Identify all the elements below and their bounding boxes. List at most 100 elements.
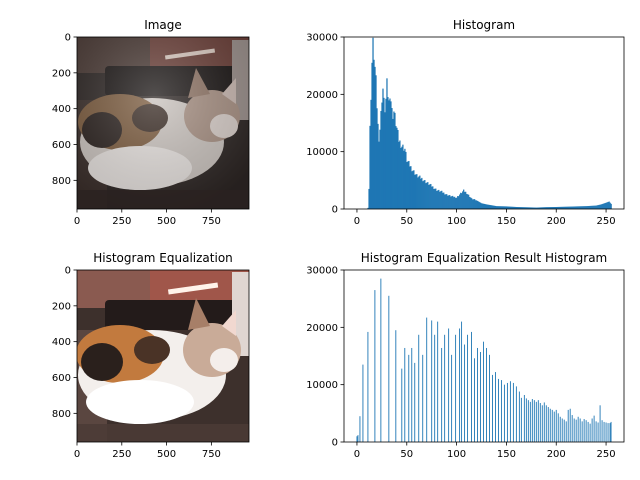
histogram-bar xyxy=(439,191,441,209)
histogram-bar xyxy=(371,62,373,209)
histogram-bar xyxy=(489,205,492,209)
histogram-bar xyxy=(373,59,375,210)
histogram-bar xyxy=(434,188,436,209)
histogram-bar xyxy=(376,108,378,209)
subplot-equalized-image: Histogram Equalization 0 250 500 750 0 200 400… xyxy=(52,251,250,460)
histogram-bar xyxy=(368,188,370,209)
histogram-bar xyxy=(527,207,530,209)
x-tick-label: 250 xyxy=(112,216,131,227)
histogram-bar xyxy=(441,190,443,209)
histogram-bar xyxy=(534,207,537,209)
histogram-bars xyxy=(367,37,612,210)
x-tick-label: 0 xyxy=(74,449,80,460)
histogram-bar xyxy=(400,147,402,209)
histogram-bar xyxy=(587,206,589,209)
histogram-bar xyxy=(359,416,361,442)
histogram-bar xyxy=(486,204,489,209)
histogram-bar xyxy=(412,170,414,209)
histogram-bar xyxy=(515,206,518,209)
histogram-bar xyxy=(524,207,527,209)
histogram-bar xyxy=(535,401,537,442)
y-tick-label: 0 xyxy=(65,266,71,277)
histogram-bar xyxy=(391,108,393,209)
histogram-bar xyxy=(593,205,595,209)
histogram-bar xyxy=(602,203,604,209)
x-tick-label: 100 xyxy=(447,216,466,227)
histogram-bar xyxy=(581,421,583,442)
y-tick-label: 0 xyxy=(332,438,338,449)
histogram-bar xyxy=(451,354,453,442)
histogram-bar xyxy=(387,97,389,209)
histogram-bar xyxy=(589,205,591,209)
y-tick-label: 200 xyxy=(52,68,71,79)
histogram-bar xyxy=(505,206,508,209)
x-tick-label: 200 xyxy=(547,449,566,460)
histogram-bar xyxy=(582,206,584,209)
histogram-bar xyxy=(516,207,519,209)
x-tick-label: 0 xyxy=(354,216,360,227)
histogram-bar xyxy=(510,206,513,209)
histogram-bar xyxy=(533,207,536,209)
histogram-bar xyxy=(533,400,535,442)
histogram-bar xyxy=(485,204,488,209)
histogram-bar xyxy=(479,202,481,209)
histogram-bar xyxy=(603,203,605,209)
subplot-histogram: Histogram 0 50 100 150 200 250 0 10000 20000 3000… xyxy=(306,18,625,227)
histogram-bar xyxy=(563,206,565,209)
histogram-bar xyxy=(419,175,421,209)
histogram-bar xyxy=(504,206,507,209)
histogram-bar xyxy=(447,195,449,209)
subplot-image-frame xyxy=(76,36,250,210)
histogram-bar xyxy=(467,194,469,209)
histogram-bar xyxy=(567,409,569,442)
histogram-bar xyxy=(564,206,566,209)
histogram-bar xyxy=(525,398,527,442)
histogram-bar xyxy=(434,334,436,442)
histogram-bar xyxy=(507,206,510,209)
y-tick-label: 0 xyxy=(332,205,338,216)
histogram-bar xyxy=(435,188,437,209)
histogram-bar xyxy=(406,162,408,209)
histogram-bar xyxy=(394,112,396,209)
histogram-bar xyxy=(526,207,529,209)
subplot-equalized-histogram-title: Histogram Equalization Result Histogram xyxy=(361,251,608,265)
histogram-bar xyxy=(609,202,611,209)
histogram-bar xyxy=(408,354,410,442)
histogram-bar xyxy=(396,127,398,209)
histogram-bar xyxy=(408,160,410,209)
subplot-image-title: Image xyxy=(144,18,182,32)
histogram-bar xyxy=(467,334,469,442)
y-tick-label: 10000 xyxy=(306,147,338,158)
histogram-bar xyxy=(370,99,372,209)
histogram-bar xyxy=(513,206,516,209)
histogram-bar xyxy=(424,180,426,209)
histogram-bar xyxy=(570,206,572,209)
histogram-bar xyxy=(598,204,600,209)
histogram-bar xyxy=(473,199,475,209)
histogram-bar xyxy=(588,205,590,209)
y-tick-label: 800 xyxy=(52,409,71,420)
histogram-bar xyxy=(362,364,364,442)
histogram-bar xyxy=(587,421,589,442)
histogram-bar xyxy=(375,75,377,209)
histogram-bar xyxy=(583,206,585,209)
histogram-bar xyxy=(520,397,522,442)
histogram-bar xyxy=(547,407,549,442)
histogram-bar xyxy=(401,368,403,442)
histogram-bar xyxy=(594,205,596,209)
histogram-bar xyxy=(566,206,568,209)
histogram-bar xyxy=(555,409,557,442)
histogram-bar xyxy=(572,206,574,209)
histogram-bar xyxy=(599,405,601,442)
histogram-bar xyxy=(562,206,564,209)
histogram-bar xyxy=(477,200,479,209)
histogram-bar xyxy=(529,207,532,209)
subplot-equalized-histogram-frame xyxy=(343,269,625,443)
x-tick-label: 50 xyxy=(400,216,413,227)
histogram-bar xyxy=(378,141,380,209)
histogram-bar xyxy=(571,415,573,442)
histogram-bar xyxy=(500,380,502,442)
histogram-bar xyxy=(377,123,379,209)
histogram-bar xyxy=(410,166,412,209)
histogram-bar xyxy=(508,206,511,209)
